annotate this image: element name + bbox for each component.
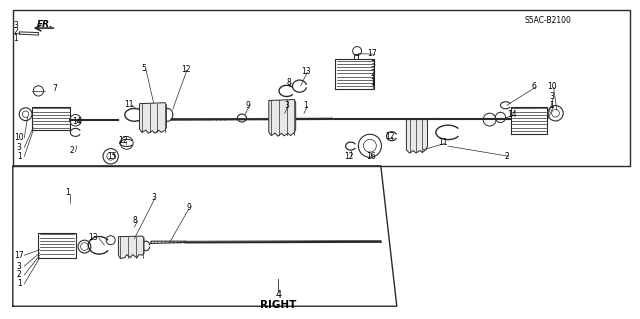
Text: 1: 1 (549, 101, 554, 110)
Text: 3: 3 (17, 262, 22, 271)
Polygon shape (118, 236, 144, 258)
Text: 10: 10 (547, 82, 557, 91)
Text: 2: 2 (69, 146, 74, 155)
Text: 8: 8 (132, 216, 137, 225)
Text: 1: 1 (65, 189, 70, 197)
Text: 1: 1 (17, 279, 22, 288)
Text: 4: 4 (275, 290, 282, 300)
Polygon shape (140, 103, 166, 133)
Text: 3: 3 (284, 101, 289, 110)
Text: 12: 12 (181, 65, 190, 74)
Text: 12: 12 (386, 132, 395, 141)
Text: 6: 6 (532, 82, 537, 91)
Text: 3: 3 (549, 92, 554, 101)
Text: 9: 9 (246, 101, 251, 110)
Text: 16: 16 (366, 152, 376, 161)
Text: 17: 17 (367, 49, 378, 58)
Text: 1: 1 (13, 34, 19, 43)
Text: 17: 17 (14, 251, 24, 260)
Text: 2: 2 (504, 152, 509, 161)
Text: 11: 11 (438, 138, 447, 147)
Text: 8: 8 (287, 78, 292, 87)
Text: 14: 14 (72, 117, 82, 126)
Text: 13: 13 (301, 67, 311, 76)
Text: 3: 3 (151, 193, 156, 202)
Text: 1: 1 (17, 152, 22, 161)
Polygon shape (406, 119, 428, 153)
Text: 7: 7 (52, 84, 57, 93)
Text: 1: 1 (303, 101, 308, 110)
Text: 1: 1 (370, 78, 375, 87)
Text: 2: 2 (13, 27, 19, 36)
Text: 12: 12 (118, 136, 127, 145)
Text: 12: 12 (344, 152, 353, 161)
Text: 3: 3 (370, 60, 375, 69)
Text: S5AC-B2100: S5AC-B2100 (525, 16, 572, 25)
Text: 2: 2 (370, 69, 375, 78)
Text: 2: 2 (17, 271, 22, 279)
Text: 13: 13 (88, 233, 98, 242)
Text: 3: 3 (13, 21, 19, 30)
Text: 5: 5 (141, 64, 147, 73)
Text: 10: 10 (14, 133, 24, 142)
Text: 15: 15 (107, 152, 117, 161)
Text: FR.: FR. (36, 20, 53, 29)
Polygon shape (269, 100, 296, 136)
Text: 11: 11 (125, 100, 134, 109)
Text: 9: 9 (186, 204, 191, 212)
Text: 14: 14 (507, 110, 517, 119)
Text: RIGHT: RIGHT (260, 300, 296, 310)
Text: 3: 3 (17, 143, 22, 152)
